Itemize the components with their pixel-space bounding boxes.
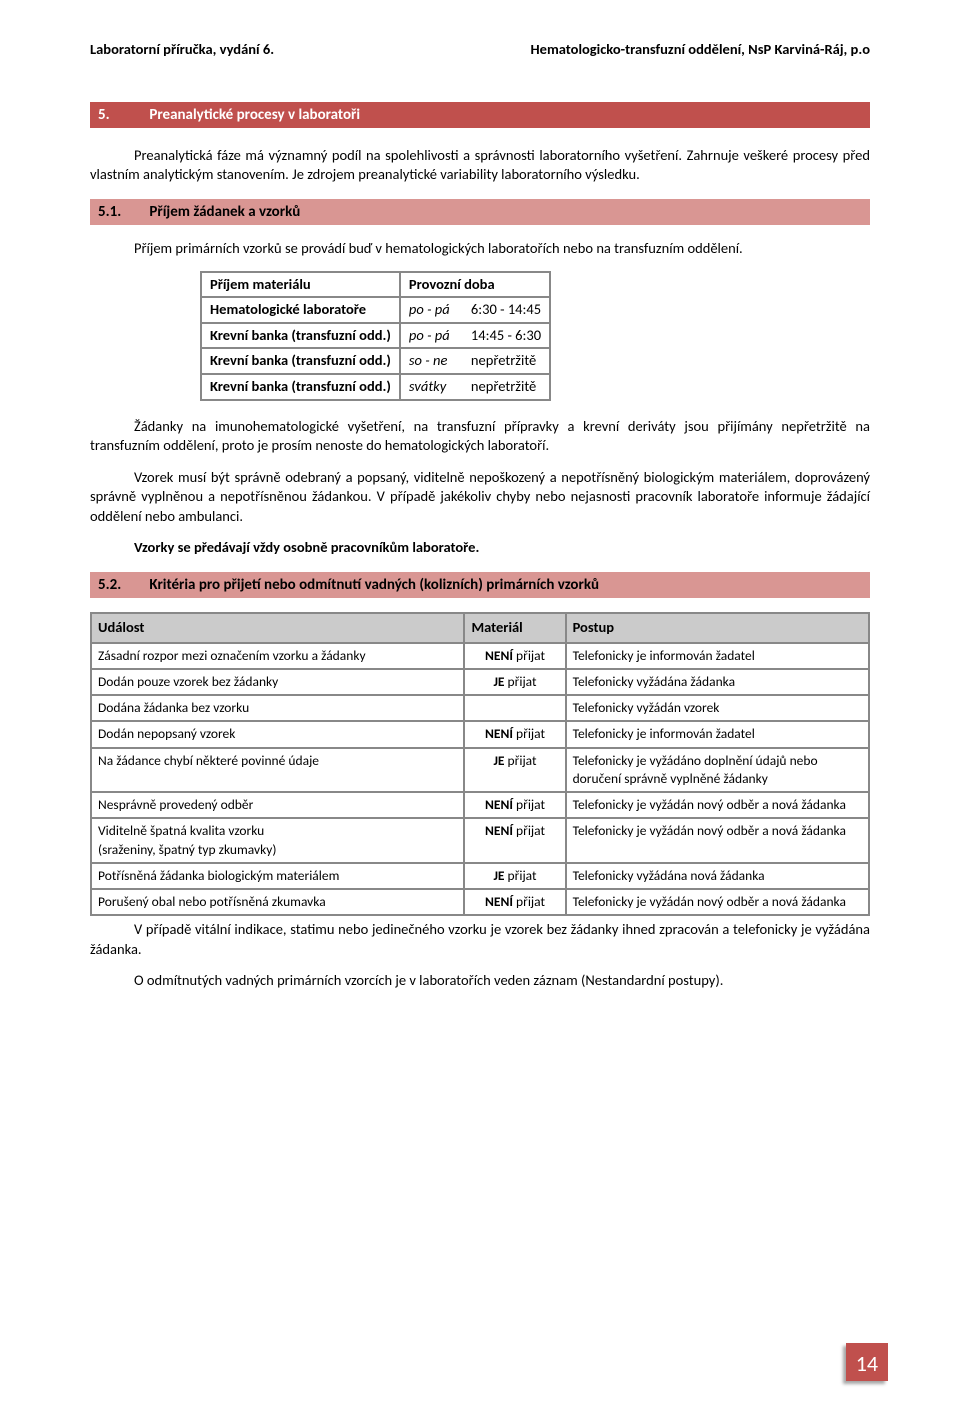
table-cell: Telefonicky je vyžádán nový odběr a nová… <box>566 889 869 915</box>
section-51-number: 5.1. <box>98 202 146 222</box>
table-row: Dodán pouze vzorek bez žádankyJE přijatT… <box>91 669 869 695</box>
section-5-number: 5. <box>98 105 146 125</box>
header-left: Laboratorní příručka, vydání 6. <box>90 40 274 60</box>
s51-paragraph-3: Vzorek musí být správně odebraný a popsa… <box>90 468 870 527</box>
table-cell: Krevní banka (transfuzní odd.) <box>201 323 400 349</box>
table-row: Událost Materiál Postup <box>91 613 869 643</box>
reception-hours-table: Příjem materiálu Provozní doba Hematolog… <box>200 271 551 401</box>
table-cell: svátkynepřetržitě <box>400 374 550 400</box>
table-cell: NENÍ přijat <box>464 818 565 862</box>
section-52-number: 5.2. <box>98 575 146 595</box>
table-row: Viditelně špatná kvalita vzorku (sraženi… <box>91 818 869 862</box>
table-cell: Telefonicky vyžádána nová žádanka <box>566 863 869 889</box>
table-cell: po - pá6:30 - 14:45 <box>400 297 550 323</box>
table-header-cell: Materiál <box>464 613 565 643</box>
page-header: Laboratorní příručka, vydání 6. Hematolo… <box>90 40 870 60</box>
table-cell: Telefonicky vyžádán vzorek <box>566 695 869 721</box>
table-row: Dodán nepopsaný vzorekNENÍ přijatTelefon… <box>91 721 869 747</box>
closing-paragraph-1: V případě vitální indikace, statimu nebo… <box>90 920 870 959</box>
table-header-cell: Postup <box>566 613 869 643</box>
s51-paragraph-4: Vzorky se předávají vždy osobně pracovní… <box>90 538 870 558</box>
table-cell: Viditelně špatná kvalita vzorku (sraženi… <box>91 818 464 862</box>
table-cell: Hematologické laboratoře <box>201 297 400 323</box>
table-row: Hematologické laboratořepo - pá6:30 - 14… <box>201 297 550 323</box>
page-number-badge: 14 <box>846 1343 888 1381</box>
section-5-bar: 5. Preanalytické procesy v laboratoři <box>90 102 870 128</box>
table-row: Krevní banka (transfuzní odd.)svátkynepř… <box>201 374 550 400</box>
section-51-title: Příjem žádanek a vzorků <box>149 203 300 221</box>
table-cell: Telefonicky je vyžádán nový odběr a nová… <box>566 818 869 862</box>
s51-paragraph-2: Žádanky na imunohematologické vyšetření,… <box>90 417 870 456</box>
table-row: Potřísněná žádanka biologickým materiále… <box>91 863 869 889</box>
header-right: Hematologicko-transfuzní oddělení, NsP K… <box>531 40 871 60</box>
closing-paragraph-2: O odmítnutých vadných primárních vzorcíc… <box>90 971 870 991</box>
table-cell: NENÍ přijat <box>464 889 565 915</box>
rejection-criteria-table: Událost Materiál Postup Zásadní rozpor m… <box>90 612 870 916</box>
table-cell: Na žádance chybí některé povinné údaje <box>91 748 464 792</box>
table-cell: NENÍ přijat <box>464 792 565 818</box>
section-52-bar: 5.2. Kritéria pro přijetí nebo odmítnutí… <box>90 572 870 598</box>
table-cell: Nesprávně provedený odběr <box>91 792 464 818</box>
table-cell: JE přijat <box>464 669 565 695</box>
table-cell <box>464 695 565 721</box>
section-51-bar: 5.1. Příjem žádanek a vzorků <box>90 199 870 225</box>
table-cell: Telefonicky je vyžádán nový odběr a nová… <box>566 792 869 818</box>
table-cell: po - pá14:45 - 6:30 <box>400 323 550 349</box>
table-cell: JE přijat <box>464 748 565 792</box>
table-cell: NENÍ přijat <box>464 721 565 747</box>
table-row: Příjem materiálu Provozní doba <box>201 272 550 298</box>
table-row: Krevní banka (transfuzní odd.)po - pá14:… <box>201 323 550 349</box>
table-row: Porušený obal nebo potřísněná zkumavkaNE… <box>91 889 869 915</box>
intro-paragraph: Preanalytická fáze má významný podíl na … <box>90 146 870 185</box>
s51-paragraph-1: Příjem primárních vzorků se provádí buď … <box>90 239 870 259</box>
table-cell: Dodán pouze vzorek bez žádanky <box>91 669 464 695</box>
table-header-cell: Provozní doba <box>400 272 550 298</box>
table-cell: Dodán nepopsaný vzorek <box>91 721 464 747</box>
section-5-title: Preanalytické procesy v laboratoři <box>149 106 360 124</box>
table-cell: Krevní banka (transfuzní odd.) <box>201 348 400 374</box>
table-row: Nesprávně provedený odběrNENÍ přijatTele… <box>91 792 869 818</box>
table-row: Dodána žádanka bez vzorku Telefonicky vyž… <box>91 695 869 721</box>
table-cell: Zásadní rozpor mezi označením vzorku a ž… <box>91 643 464 669</box>
page: Laboratorní příručka, vydání 6. Hematolo… <box>0 0 960 1403</box>
table-cell: Krevní banka (transfuzní odd.) <box>201 374 400 400</box>
table-cell: Dodána žádanka bez vzorku <box>91 695 464 721</box>
table-cell: so - nenepřetržitě <box>400 348 550 374</box>
table-cell: Telefonicky je informován žadatel <box>566 721 869 747</box>
table-cell: Telefonicky je vyžádáno doplnění údajů n… <box>566 748 869 792</box>
table-row: Na žádance chybí některé povinné údajeJE… <box>91 748 869 792</box>
table-row: Krevní banka (transfuzní odd.)so - nenep… <box>201 348 550 374</box>
table-cell: Telefonicky vyžádána žádanka <box>566 669 869 695</box>
table-cell: Porušený obal nebo potřísněná zkumavka <box>91 889 464 915</box>
table-cell: NENÍ přijat <box>464 643 565 669</box>
section-52-title: Kritéria pro přijetí nebo odmítnutí vadn… <box>149 576 599 594</box>
table-header-cell: Událost <box>91 613 464 643</box>
table-row: Zásadní rozpor mezi označením vzorku a ž… <box>91 643 869 669</box>
table-cell: JE přijat <box>464 863 565 889</box>
table-header-cell: Příjem materiálu <box>201 272 400 298</box>
table-cell: Telefonicky je informován žadatel <box>566 643 869 669</box>
table-cell: Potřísněná žádanka biologickým materiále… <box>91 863 464 889</box>
